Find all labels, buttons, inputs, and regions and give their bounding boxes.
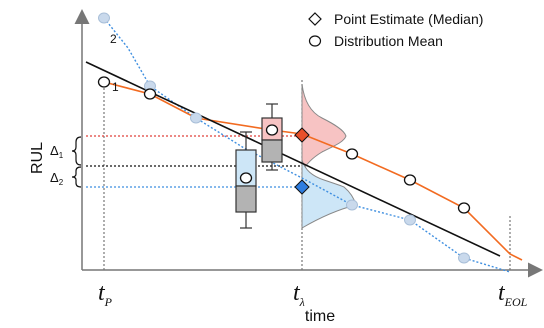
delta2-brace bbox=[71, 166, 82, 188]
legend-label-mean: Distribution Mean bbox=[334, 33, 443, 49]
blue-markers bbox=[98, 12, 470, 264]
legend-circle-icon bbox=[308, 35, 322, 47]
teol-label: tEOL bbox=[498, 280, 528, 309]
orange-track bbox=[103, 81, 523, 261]
delta1-label: Δ1 bbox=[50, 143, 64, 160]
blue-dotted-track bbox=[103, 17, 511, 273]
red-median-diamond bbox=[294, 127, 310, 143]
legend: Point Estimate (Median) Distribution Mea… bbox=[308, 11, 483, 49]
tlambda-label: tλ bbox=[293, 280, 305, 309]
point-label-2: 2 bbox=[110, 32, 117, 46]
x-axis-label: time bbox=[305, 308, 335, 325]
point-label-1: 1 bbox=[112, 80, 119, 94]
lightblue-distribution bbox=[301, 159, 357, 229]
blue-median-diamond bbox=[294, 179, 310, 195]
boxplot-right bbox=[261, 103, 283, 171]
tp-label: tP bbox=[98, 280, 113, 309]
mean-circles bbox=[97, 76, 471, 214]
legend-label-median: Point Estimate (Median) bbox=[334, 11, 483, 27]
delta1-brace bbox=[71, 136, 82, 166]
y-axis-label: RUL bbox=[29, 142, 46, 174]
pink-distribution bbox=[301, 83, 347, 173]
legend-diamond-icon bbox=[308, 12, 322, 26]
delta2-label: Δ2 bbox=[50, 170, 64, 187]
